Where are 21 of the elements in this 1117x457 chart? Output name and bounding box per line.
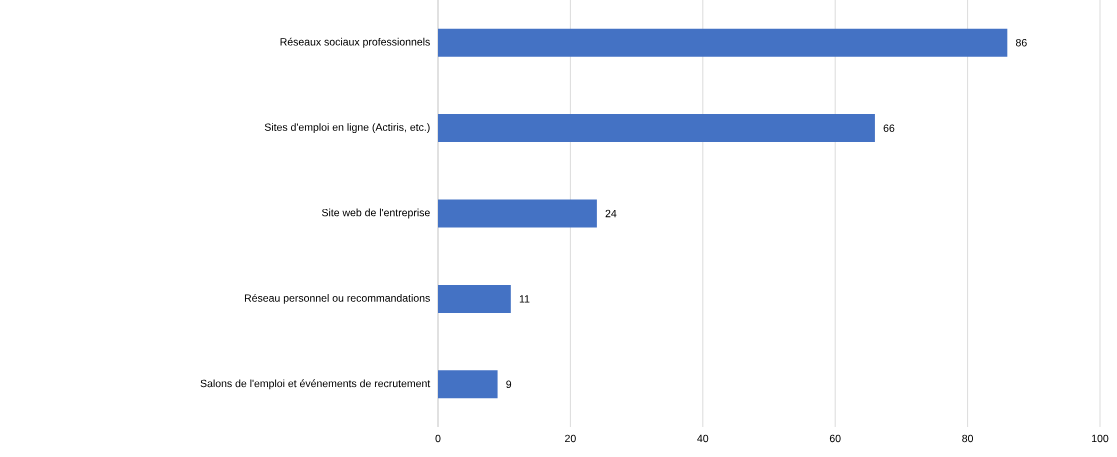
x-tick-label: 80 xyxy=(962,434,974,443)
x-tick-label: 60 xyxy=(829,434,841,443)
bar xyxy=(438,370,498,399)
x-tick-label: 40 xyxy=(697,434,709,443)
data-label: 11 xyxy=(519,295,530,303)
y-tick-label: Réseaux sociaux professionnels xyxy=(280,37,430,48)
data-label: 24 xyxy=(605,209,617,218)
bar xyxy=(438,114,875,143)
y-tick-label: Salons de l'emploi et événements de recrutement xyxy=(200,379,431,390)
data-label: 66 xyxy=(883,124,895,132)
bar xyxy=(438,199,597,228)
bar xyxy=(438,28,1008,57)
y-tick-label: Site web de l'entreprise xyxy=(321,208,430,219)
y-tick-label: Réseau personnel ou recommandations xyxy=(244,293,430,304)
x-tick-label: 0 xyxy=(435,434,441,443)
data-label: 9 xyxy=(506,380,512,389)
x-tick-label: 20 xyxy=(565,434,576,443)
x-tick-label: 100 xyxy=(1092,434,1109,443)
data-label: 86 xyxy=(1015,38,1027,47)
bar xyxy=(438,284,511,313)
y-tick-label: Sites d'emploi en ligne (Actiris, etc.) xyxy=(264,123,430,133)
